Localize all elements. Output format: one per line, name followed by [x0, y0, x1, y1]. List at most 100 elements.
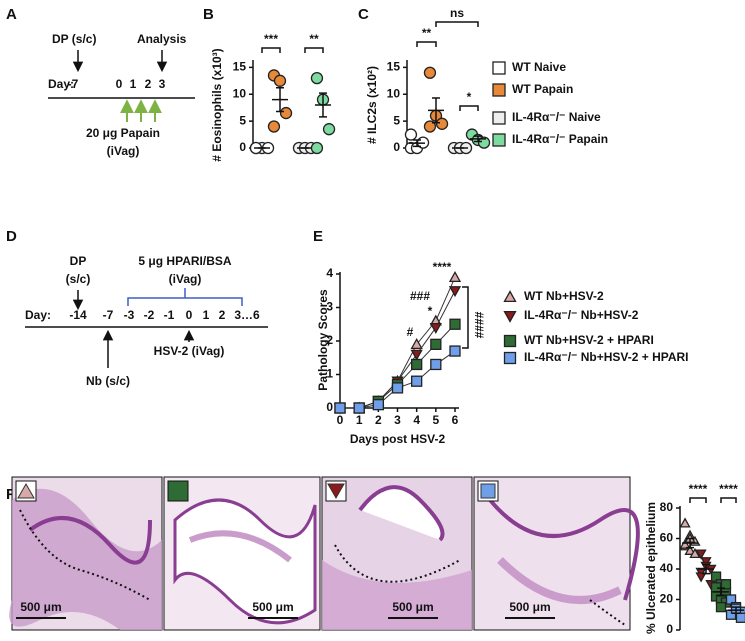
day-label: Day:	[48, 77, 74, 91]
x-tick-label: 1	[356, 413, 363, 427]
y-axis-label: # Eosinophils (x10³)	[210, 48, 224, 161]
significance-label: ****	[433, 260, 452, 274]
infection-label: HSV-2 (iVag)	[154, 344, 225, 358]
y-axis-label: % Ulcerated epithelium	[644, 502, 658, 634]
histology: 500 μm 500 μm 500 μm 500 μm	[9, 476, 640, 631]
y-tick-label: 10	[233, 86, 247, 100]
y-tick-label: 20	[660, 592, 674, 606]
legend-label: IL-4Rα⁻/⁻ Papain	[512, 132, 608, 146]
legend-marker	[492, 61, 506, 75]
point	[679, 538, 691, 549]
point	[695, 572, 707, 583]
y-tick-label: 60	[660, 531, 674, 545]
y-tick-label: 0	[326, 400, 333, 414]
y-tick-label: 1	[326, 367, 333, 381]
day: 3…6	[234, 308, 260, 322]
point	[410, 349, 423, 361]
legend-marker	[503, 310, 517, 323]
significance-bracket	[720, 497, 737, 503]
significance-bracket	[459, 105, 479, 111]
y-tick-label: 5	[239, 113, 246, 127]
error-bar	[413, 139, 421, 148]
day: -1	[164, 308, 175, 322]
significance-bracket	[416, 41, 437, 47]
scale-bar-label: 500 μm	[392, 600, 433, 614]
error-bar	[432, 97, 440, 124]
point	[477, 136, 491, 149]
point	[430, 358, 442, 371]
day: 2	[145, 77, 152, 91]
legend-label: WT Nb+HSV-2	[524, 289, 604, 303]
y-tick-label: 5	[393, 113, 400, 127]
point	[679, 517, 691, 528]
point	[267, 120, 281, 133]
panel-label: F	[6, 486, 15, 503]
timeline-a: DP (s/c) Analysis Day: -7 0 1 2 3 20 μg …	[48, 32, 195, 158]
point	[715, 601, 727, 613]
point	[279, 106, 293, 120]
dp-label: DP	[70, 254, 87, 268]
legend-marker	[492, 83, 506, 97]
point	[430, 338, 442, 351]
route: (iVag)	[107, 144, 140, 158]
y-tick-label: 10	[387, 86, 401, 100]
significance-bracket	[261, 47, 281, 53]
x-tick-label: 5	[432, 413, 439, 427]
panel-label: A	[6, 6, 17, 23]
dp-label: DP (s/c)	[52, 32, 96, 46]
significance-label: #	[407, 325, 414, 339]
point	[372, 398, 384, 411]
point	[449, 318, 461, 330]
point	[448, 286, 462, 298]
significance-bracket	[435, 21, 479, 27]
point	[735, 612, 745, 623]
analysis-label: Analysis	[137, 32, 187, 46]
y-axis-label: Pathology Scores	[316, 289, 330, 391]
legend-label: IL-4Rα⁻/⁻ Naive	[512, 110, 601, 124]
y-axis-label: # ILC2s (x10²)	[365, 66, 379, 144]
day: 2	[219, 308, 226, 322]
legend-label: IL-4Rα⁻/⁻ Nb+HSV-2	[524, 308, 639, 322]
day: -3	[124, 308, 135, 322]
point	[353, 402, 365, 414]
y-tick-label: 4	[326, 266, 333, 280]
significance-label: ****	[719, 482, 738, 496]
scale-bar-label: 500 μm	[252, 600, 293, 614]
point	[411, 358, 423, 371]
point	[310, 141, 324, 155]
histology-image	[473, 476, 640, 631]
treatment: 5 μg HPARI/BSA	[138, 254, 231, 268]
legend-marker	[503, 334, 517, 348]
y-tick-label: 0	[239, 140, 246, 154]
day: 3	[159, 77, 166, 91]
panel-label: E	[313, 228, 323, 245]
x-axis-label: Days post HSV-2	[350, 432, 446, 446]
histology-image	[163, 476, 321, 631]
day: -2	[144, 308, 155, 322]
histology-image	[321, 476, 473, 631]
significance-label: ns	[450, 6, 464, 20]
point	[689, 547, 701, 558]
scale-bar-label: 500 μm	[509, 600, 550, 614]
point	[423, 120, 437, 133]
legend-marker	[503, 290, 517, 303]
scale-bar-label: 500 μm	[20, 600, 61, 614]
error-bar	[717, 587, 725, 597]
legend-marker	[503, 351, 517, 365]
x-tick-label: 4	[413, 413, 420, 427]
error-bar	[276, 87, 284, 113]
x-tick-label: 2	[375, 413, 382, 427]
dp-label: (s/c)	[66, 272, 91, 286]
bracket	[127, 288, 243, 306]
point	[448, 271, 462, 283]
point	[695, 549, 707, 560]
day-label: Day:	[25, 308, 51, 322]
legend-label: WT Naive	[512, 60, 566, 74]
y-tick-label: 3	[326, 300, 333, 314]
y-tick-label: 0	[393, 140, 400, 154]
day: 0	[186, 308, 193, 322]
significance-label: *	[467, 90, 472, 104]
significance-label: *	[428, 304, 433, 318]
day: 1	[203, 308, 210, 322]
